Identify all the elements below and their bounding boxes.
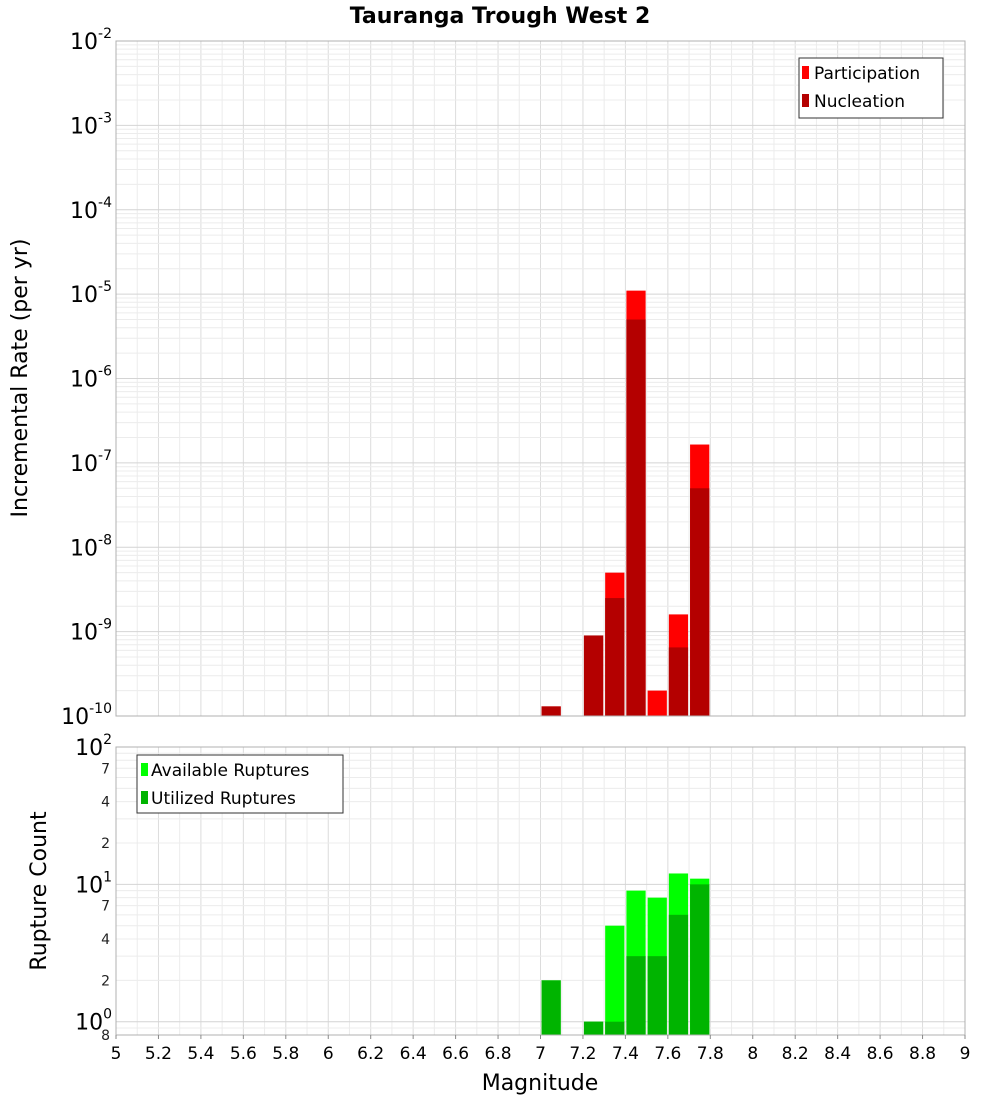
x-tick-label: 5 (111, 1044, 122, 1064)
legend-label-available: Available Ruptures (151, 761, 309, 781)
x-tick-label: 6.2 (357, 1044, 384, 1064)
y-minor-tick-label: 7 (101, 761, 110, 777)
y-tick-label: 10-9 (70, 617, 112, 646)
y-tick-label: 10-5 (70, 279, 112, 308)
x-tick-label: 8.2 (782, 1044, 809, 1064)
y-tick-label: 10-8 (70, 532, 112, 561)
bottom-plot-bars (541, 873, 710, 1035)
x-tick-label: 5.4 (187, 1044, 214, 1064)
top-bar-nucleation (668, 647, 689, 716)
bottom-y-tick-labels: 100 101 102 8 2 4 7 2 4 7 (75, 732, 112, 1044)
x-tick-label: 5.6 (230, 1044, 257, 1064)
top-legend-box (798, 57, 944, 119)
x-axis-label: Magnitude (482, 1071, 599, 1096)
top-plot-bars (541, 290, 710, 716)
y-tick-label: 10-6 (70, 364, 112, 393)
legend-swatch-nucleation (802, 94, 809, 107)
bottom-legend-box (136, 754, 344, 814)
y-minor-tick-label: 8 (101, 1028, 110, 1044)
bottom-bar-utilized-ruptures (690, 884, 710, 1035)
top-bar-nucleation (626, 319, 646, 716)
legend-label-utilized: Utilized Ruptures (151, 789, 296, 809)
top-plot-grid (115, 41, 966, 717)
y-minor-tick-label: 7 (101, 899, 110, 915)
x-tick-label: 7.4 (612, 1044, 639, 1064)
x-tick-label: 7.6 (654, 1044, 681, 1064)
bottom-bar-utilized-ruptures (541, 980, 561, 1035)
x-tick-label: 7.2 (569, 1044, 596, 1064)
legend-label-participation: Participation (814, 64, 920, 84)
y-tick-label: 10-7 (70, 448, 112, 477)
x-tick-label: 6 (323, 1044, 334, 1064)
x-tick-label: 7.8 (697, 1044, 724, 1064)
top-bar-nucleation (583, 635, 604, 716)
bottom-bar-utilized-ruptures (583, 1021, 604, 1035)
top-y-tick-labels: 10-10 10-9 10-8 10-7 10-6 10-5 10-4 10-3 10-2 (61, 26, 112, 730)
x-tick-label: 8.8 (909, 1044, 936, 1064)
x-tick-label: 6.4 (400, 1044, 427, 1064)
top-bar-nucleation (541, 706, 561, 716)
bottom-y-axis-label: Rupture Count (27, 811, 52, 971)
legend-label-nucleation: Nucleation (814, 92, 905, 112)
y-minor-tick-label: 2 (101, 973, 110, 989)
x-tick-label: 6.6 (442, 1044, 469, 1064)
bottom-bar-utilized-ruptures (668, 914, 689, 1035)
top-plot-frame (115, 40, 966, 717)
x-tick-label: 8.4 (824, 1044, 851, 1064)
bottom-bar-utilized-ruptures (626, 956, 646, 1035)
top-bar-nucleation (690, 488, 710, 716)
bottom-legend: Available Ruptures Utilized Ruptures (136, 754, 344, 814)
top-y-axis-label: Incremental Rate (per yr) (8, 239, 33, 518)
y-tick-label: 10-2 (70, 26, 112, 55)
bottom-bar-available-ruptures (605, 925, 625, 1035)
y-minor-tick-label: 2 (101, 836, 110, 852)
y-tick-label: 10-3 (70, 110, 112, 139)
y-minor-tick-label: 4 (101, 932, 110, 948)
top-legend: Participation Nucleation (798, 57, 944, 119)
y-tick-label: 102 (75, 732, 112, 761)
y-tick-label: 100 (75, 1007, 112, 1036)
x-tick-label: 8 (747, 1044, 758, 1064)
x-tick-label: 5.8 (272, 1044, 299, 1064)
bottom-bar-utilized-ruptures (605, 1021, 625, 1035)
y-minor-tick-label: 4 (101, 795, 110, 811)
bottom-bar-utilized-ruptures (647, 956, 667, 1035)
top-bar-nucleation (605, 598, 625, 716)
x-tick-labels: 5 5.2 5.4 5.6 5.8 6 6.2 6.4 6.6 6.8 7 7.2 7.4 7.6 7.8 8… (111, 1035, 971, 1064)
x-tick-label: 6.8 (485, 1044, 512, 1064)
x-tick-label: 5.2 (145, 1044, 172, 1064)
top-bar-participation (647, 690, 667, 716)
x-tick-label: 8.6 (867, 1044, 894, 1064)
legend-swatch-participation (802, 66, 809, 79)
legend-swatch-available (141, 763, 148, 776)
x-tick-label: 9 (960, 1044, 971, 1064)
y-tick-label: 101 (75, 869, 112, 898)
legend-swatch-utilized (141, 791, 148, 804)
y-tick-label: 10-4 (70, 195, 112, 224)
y-tick-label: 10-10 (61, 701, 112, 730)
chart-title: Tauranga Trough West 2 (350, 4, 651, 29)
x-tick-label: 7 (535, 1044, 546, 1064)
